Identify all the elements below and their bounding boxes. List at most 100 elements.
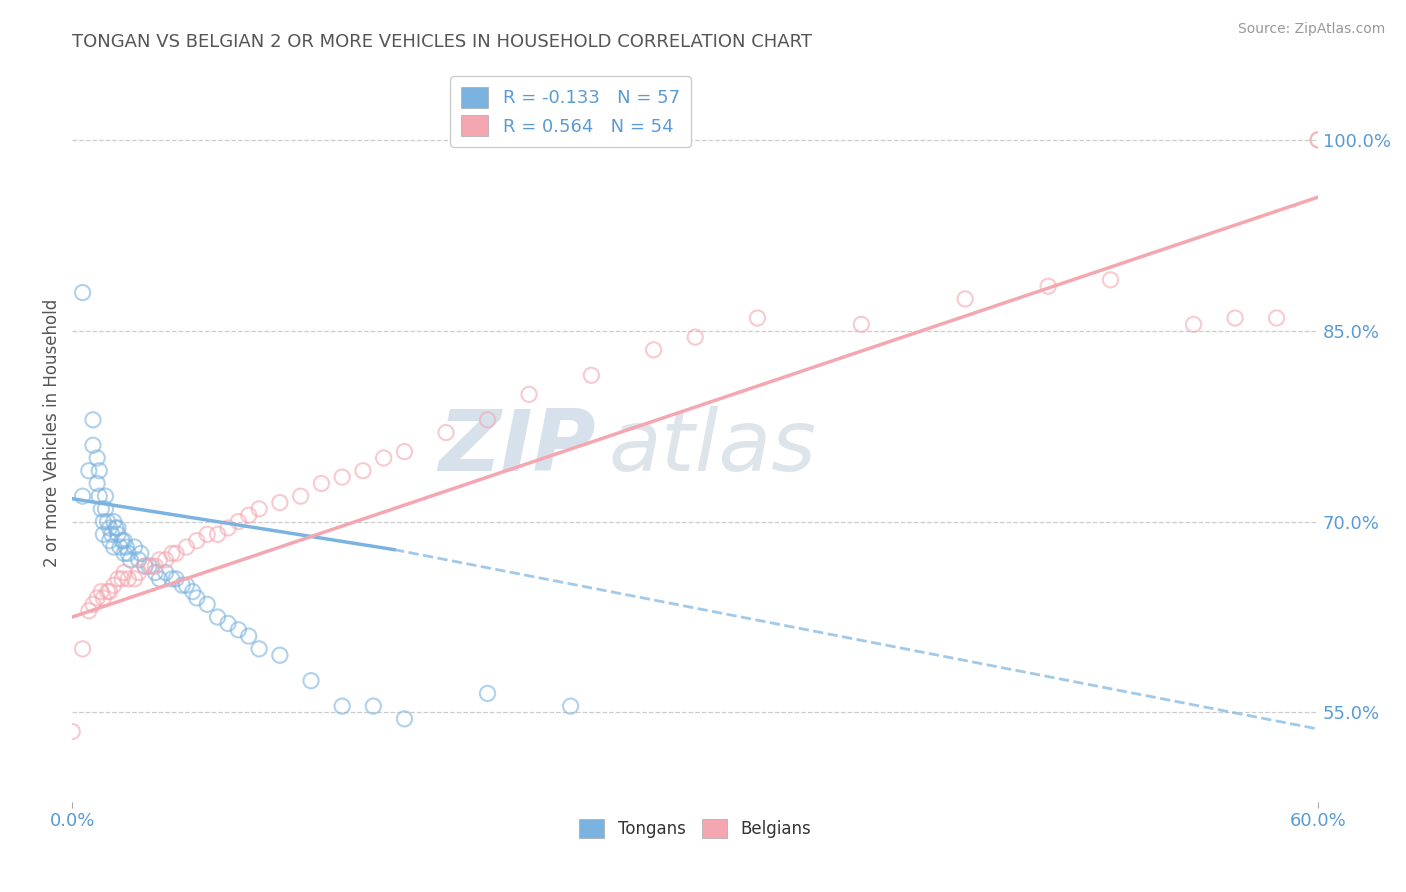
Point — [269, 648, 291, 663]
Point — [394, 712, 416, 726]
Point — [477, 686, 499, 700]
Point — [86, 476, 108, 491]
Point — [77, 464, 100, 478]
Point — [176, 540, 198, 554]
Point — [299, 673, 322, 688]
Point — [103, 515, 125, 529]
Point — [172, 578, 194, 592]
Point — [124, 540, 146, 554]
Point — [107, 527, 129, 541]
Point — [107, 572, 129, 586]
Point — [82, 438, 104, 452]
Point — [683, 330, 706, 344]
Point — [373, 450, 395, 465]
Point — [104, 521, 127, 535]
Point — [953, 292, 976, 306]
Point — [143, 559, 166, 574]
Point — [311, 476, 333, 491]
Point — [1182, 318, 1205, 332]
Point — [72, 285, 94, 300]
Point — [93, 591, 115, 605]
Text: ZIP: ZIP — [437, 406, 596, 489]
Point — [103, 540, 125, 554]
Point — [94, 502, 117, 516]
Point — [112, 566, 135, 580]
Point — [217, 616, 239, 631]
Point — [207, 527, 229, 541]
Legend: Tongans, Belgians: Tongans, Belgians — [572, 813, 818, 845]
Point — [111, 533, 134, 548]
Point — [207, 610, 229, 624]
Point — [165, 572, 187, 586]
Point — [103, 578, 125, 592]
Point — [129, 546, 152, 560]
Point — [117, 572, 139, 586]
Point — [352, 464, 374, 478]
Point — [128, 566, 150, 580]
Point — [82, 598, 104, 612]
Point — [1223, 311, 1246, 326]
Point — [160, 572, 183, 586]
Point — [128, 553, 150, 567]
Y-axis label: 2 or more Vehicles in Household: 2 or more Vehicles in Household — [44, 299, 60, 566]
Point — [98, 533, 121, 548]
Point — [96, 584, 118, 599]
Point — [148, 572, 170, 586]
Point — [108, 540, 131, 554]
Point — [477, 413, 499, 427]
Point — [107, 521, 129, 535]
Point — [112, 546, 135, 560]
Text: TONGAN VS BELGIAN 2 OR MORE VEHICLES IN HOUSEHOLD CORRELATION CHART: TONGAN VS BELGIAN 2 OR MORE VEHICLES IN … — [72, 33, 813, 51]
Point — [195, 527, 218, 541]
Point — [228, 515, 250, 529]
Point — [86, 591, 108, 605]
Point — [90, 584, 112, 599]
Point — [330, 470, 353, 484]
Point — [139, 559, 162, 574]
Point — [228, 623, 250, 637]
Point — [238, 508, 260, 523]
Point — [72, 489, 94, 503]
Point — [93, 527, 115, 541]
Point — [143, 566, 166, 580]
Point — [434, 425, 457, 440]
Point — [560, 699, 582, 714]
Point — [82, 413, 104, 427]
Point — [165, 546, 187, 560]
Point — [100, 527, 122, 541]
Point — [134, 559, 156, 574]
Point — [290, 489, 312, 503]
Point — [851, 318, 873, 332]
Point — [238, 629, 260, 643]
Point — [148, 553, 170, 567]
Point — [1265, 311, 1288, 326]
Point — [138, 559, 160, 574]
Point — [89, 464, 111, 478]
Point — [1308, 133, 1330, 147]
Point — [112, 533, 135, 548]
Point — [181, 584, 204, 599]
Point — [96, 515, 118, 529]
Point — [517, 387, 540, 401]
Point — [77, 604, 100, 618]
Point — [86, 450, 108, 465]
Point — [186, 591, 208, 605]
Point — [94, 489, 117, 503]
Point — [394, 444, 416, 458]
Point — [217, 521, 239, 535]
Point — [643, 343, 665, 357]
Point — [117, 546, 139, 560]
Point — [160, 546, 183, 560]
Point — [1038, 279, 1060, 293]
Point — [330, 699, 353, 714]
Point — [195, 598, 218, 612]
Point — [155, 553, 177, 567]
Point — [269, 495, 291, 509]
Point — [1099, 273, 1122, 287]
Point — [98, 521, 121, 535]
Point — [747, 311, 769, 326]
Point — [247, 641, 270, 656]
Point — [155, 566, 177, 580]
Point — [115, 540, 138, 554]
Point — [98, 584, 121, 599]
